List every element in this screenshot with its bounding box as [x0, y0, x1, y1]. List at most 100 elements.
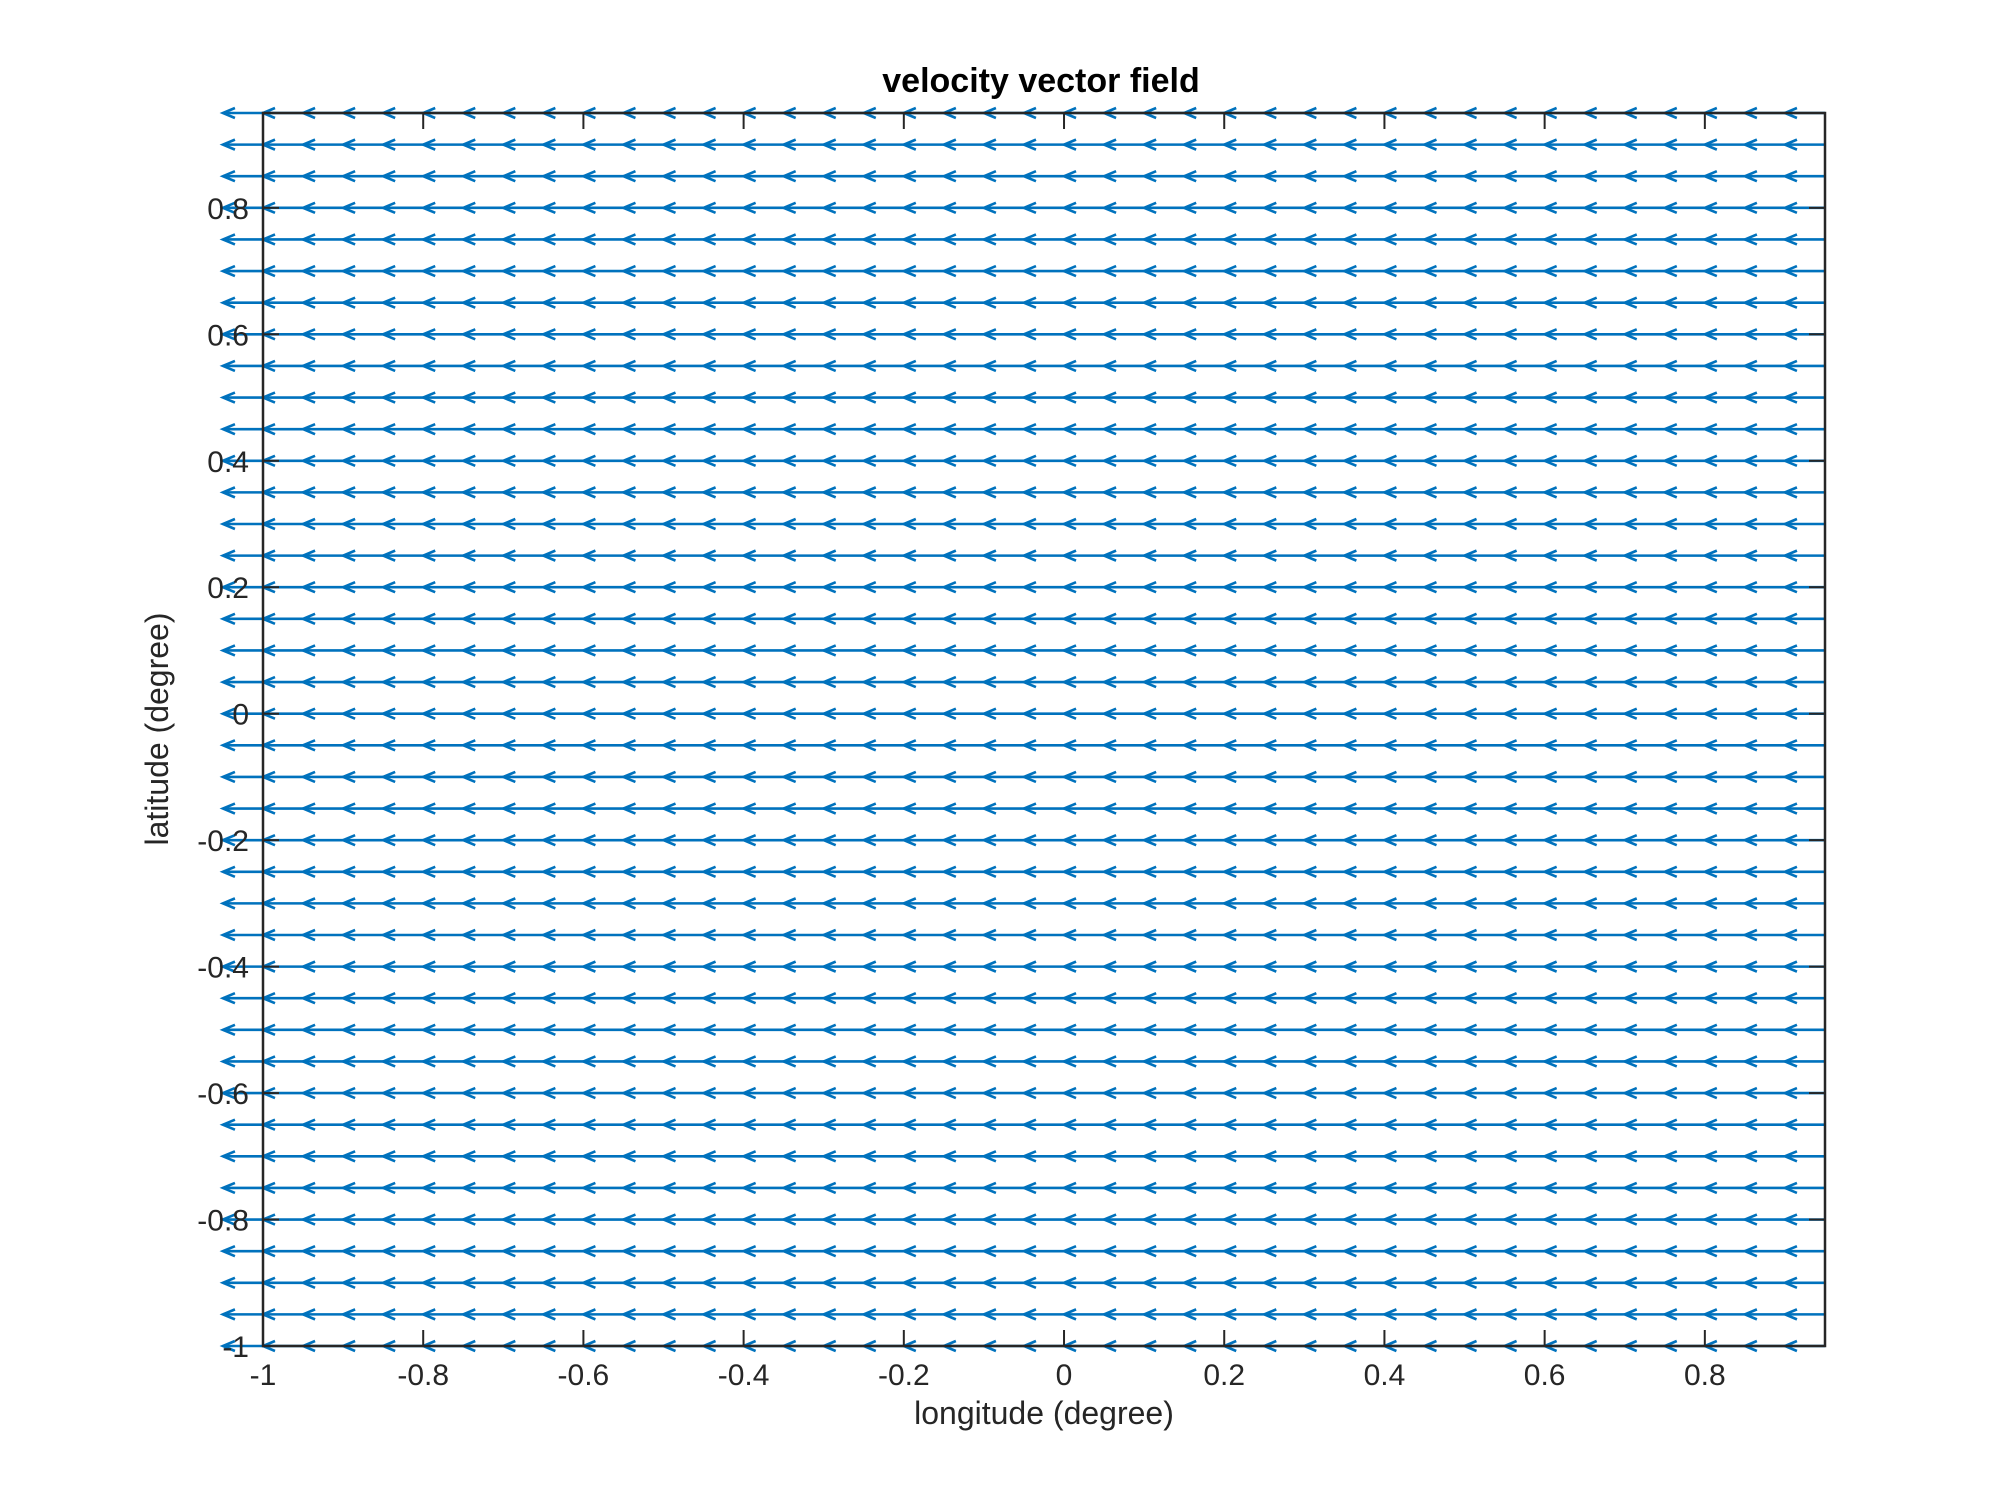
vector-arrow [1381, 1055, 1425, 1068]
vector-arrow [1341, 581, 1385, 594]
vector-arrow [459, 359, 504, 373]
vector-arrow [1300, 612, 1345, 626]
vector-arrow [1541, 170, 1585, 183]
vector-arrow [580, 739, 624, 752]
vector-arrow [660, 1118, 704, 1131]
vector-arrow [1501, 1023, 1545, 1037]
vector-arrow [299, 359, 344, 373]
vector-arrow [1421, 770, 1465, 784]
vector-arrow [1661, 296, 1705, 309]
vector-arrow [379, 422, 424, 436]
vector-arrow [1260, 1276, 1305, 1289]
vector-arrow [379, 1244, 424, 1258]
vector-arrow [700, 391, 744, 404]
vector-arrow [1180, 296, 1225, 309]
vector-arrow [820, 992, 864, 1005]
vector-arrow [1341, 328, 1385, 341]
vector-arrow [1100, 802, 1145, 815]
vector-arrow [660, 1213, 704, 1226]
vector-arrow [860, 201, 904, 215]
vector-arrow [1421, 391, 1465, 404]
vector-arrow [1300, 1086, 1345, 1100]
vector-arrow [1180, 486, 1225, 499]
vector-arrow [1180, 422, 1225, 436]
vector-arrow [1180, 833, 1225, 847]
vector-arrow [980, 802, 1024, 815]
vector-arrow [1381, 897, 1425, 910]
vector-arrow [1461, 549, 1505, 562]
vector-arrow [1741, 612, 1785, 626]
vector-arrow [580, 833, 624, 847]
vector-arrow [1741, 422, 1785, 436]
vector-arrow [1140, 328, 1185, 341]
vector-arrow [740, 549, 784, 562]
vector-arrow [1421, 486, 1465, 499]
vector-arrow [980, 296, 1024, 309]
vector-arrow [339, 802, 384, 815]
vector-arrow [1140, 707, 1185, 720]
vector-arrow [940, 1118, 984, 1131]
vector-arrow [1060, 138, 1105, 151]
vector-arrow [539, 739, 584, 752]
vector-arrow [1581, 675, 1625, 689]
vector-arrow [660, 328, 704, 341]
vector-arrow [1661, 391, 1705, 404]
vector-arrow [459, 328, 504, 341]
vector-arrow [459, 1023, 504, 1037]
vector-arrow [1541, 1118, 1585, 1131]
vector-arrow [860, 1213, 904, 1226]
vector-arrow [1541, 486, 1585, 499]
vector-arrow [660, 549, 704, 562]
vector-arrow [1020, 1308, 1065, 1321]
vector-arrow [1300, 1276, 1345, 1289]
vector-arrow [339, 454, 384, 467]
vector-arrow [499, 549, 544, 562]
vector-arrow [1661, 1118, 1705, 1131]
vector-arrow [1421, 1023, 1465, 1037]
vector-arrow [459, 581, 504, 594]
vector-arrow [1741, 1213, 1785, 1226]
vector-arrow [1341, 865, 1385, 878]
vector-arrow [1180, 770, 1225, 784]
vector-arrow [1060, 1181, 1105, 1195]
vector-arrow [1781, 549, 1825, 562]
vector-arrow [780, 581, 824, 594]
vector-arrow [1661, 422, 1705, 436]
vector-arrow [1180, 1055, 1225, 1068]
vector-arrow [1100, 770, 1145, 784]
vector-arrow [1100, 1086, 1145, 1100]
vector-arrow [1461, 1023, 1505, 1037]
vector-arrow [660, 1276, 704, 1289]
vector-arrow [1421, 549, 1465, 562]
vector-arrow [900, 1150, 944, 1163]
y-tick-label: 0.6 [207, 319, 249, 352]
vector-arrow [419, 328, 464, 341]
vector-arrow [1381, 170, 1425, 183]
vector-arrow [1661, 928, 1705, 942]
vector-arrow [1260, 201, 1305, 215]
vector-arrow [820, 1181, 864, 1195]
vector-arrow [339, 549, 384, 562]
vector-arrow [1020, 201, 1065, 215]
vector-arrow [1741, 644, 1785, 657]
vector-arrow [539, 1023, 584, 1037]
vector-arrow [580, 675, 624, 689]
vector-arrow [1300, 802, 1345, 815]
vector-arrow [539, 992, 584, 1005]
vector-arrow [1180, 517, 1225, 531]
vector-arrow [1461, 359, 1505, 373]
vector-arrow [900, 707, 944, 720]
vector-arrow [860, 644, 904, 657]
y-tick-label: -0.8 [197, 1205, 249, 1238]
vector-arrow [860, 802, 904, 815]
vector-arrow [379, 1308, 424, 1321]
vector-arrow [1741, 170, 1785, 183]
vector-arrow [539, 1055, 584, 1068]
vector-arrow [1100, 1276, 1145, 1289]
vector-arrow [1781, 928, 1825, 942]
vector-arrow [900, 170, 944, 183]
vector-arrow [419, 517, 464, 531]
vector-arrow [1541, 897, 1585, 910]
vector-arrow [339, 1023, 384, 1037]
vector-arrow [339, 770, 384, 784]
